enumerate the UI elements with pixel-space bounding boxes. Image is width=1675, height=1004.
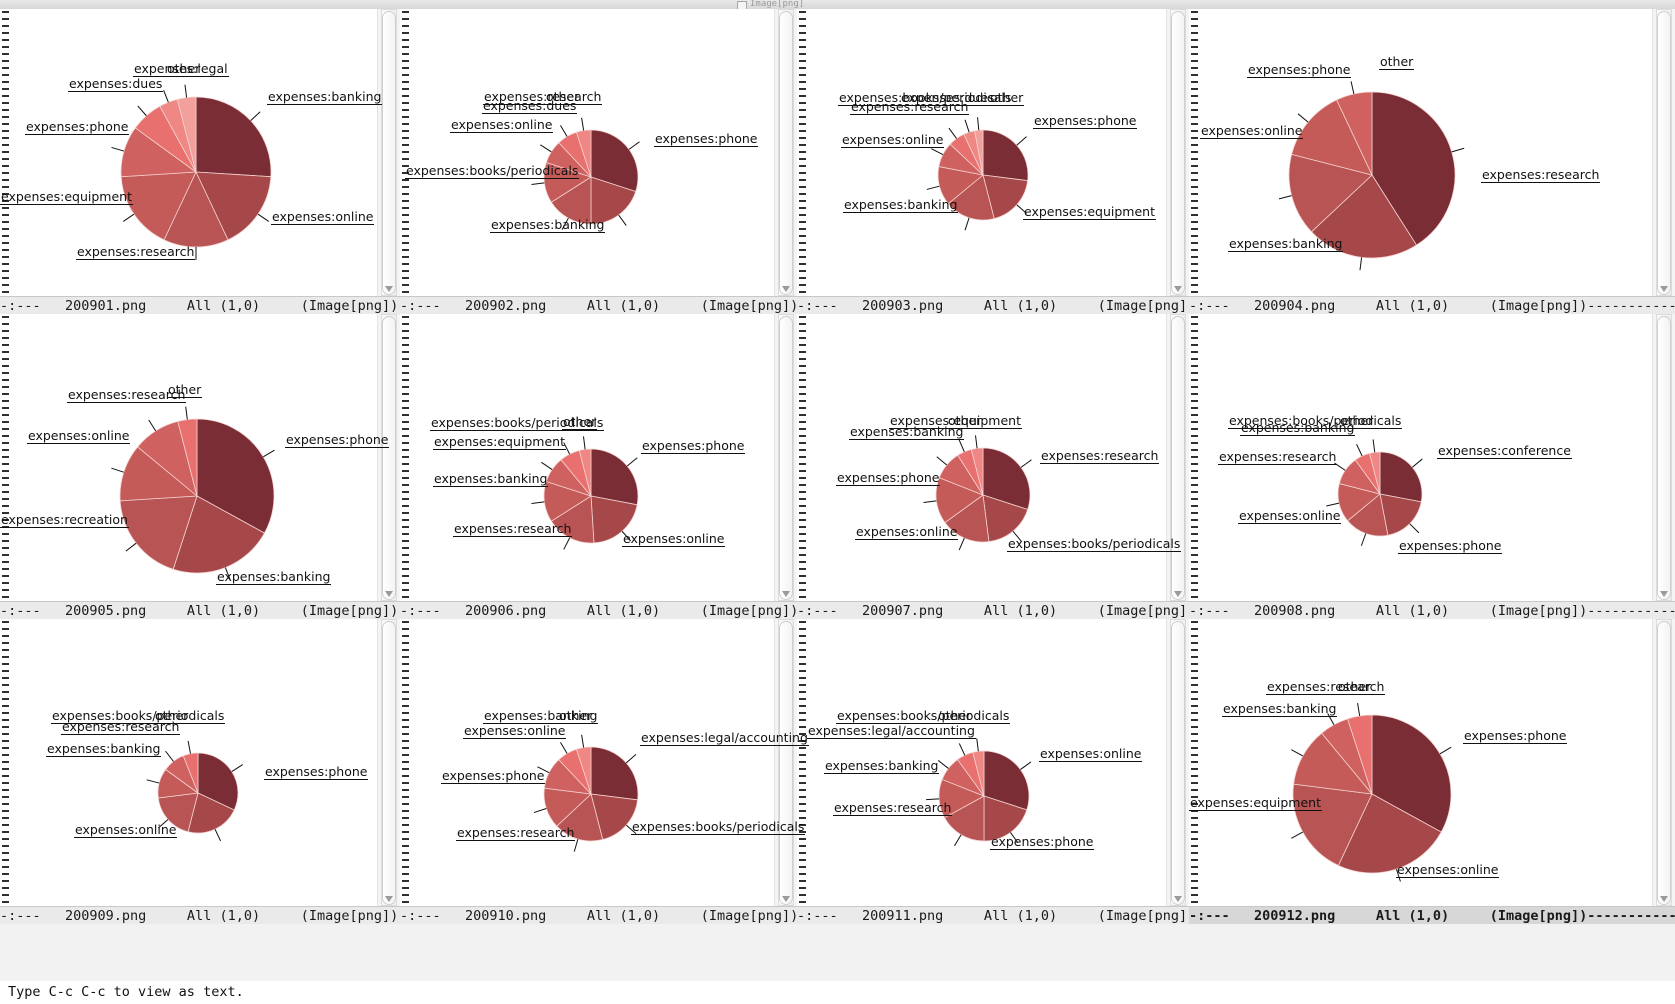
scroll-down-arrow-icon[interactable] [385,896,393,902]
vertical-scrollbar[interactable] [1652,314,1675,601]
modeline-200910[interactable]: -:--- 200910.png All (1,0) (Image[png])-… [400,906,797,924]
fringe-indicator [0,619,11,906]
image-canvas [808,619,1167,906]
scroll-down-arrow-icon[interactable] [1174,286,1182,292]
scrollbar-thumb[interactable] [1171,11,1185,295]
modeline-200912[interactable]: -:--- 200912.png All (1,0) (Image[png])-… [1189,906,1675,924]
modeline-200903[interactable]: -:--- 200903.png All (1,0) (Image[png])-… [797,296,1189,314]
scrollbar-thumb[interactable] [1171,621,1185,905]
fringe-indicator [1189,9,1200,296]
modeline-200911[interactable]: -:--- 200911.png All (1,0) (Image[png])-… [797,906,1189,924]
emacs-window-200908[interactable]: -:--- 200908.png All (1,0) (Image[png])-… [1189,314,1675,619]
image-canvas [11,314,378,601]
modeline-200905[interactable]: -:--- 200905.png All (1,0) (Image[png])-… [0,601,400,619]
image-canvas [411,619,775,906]
image-canvas [11,9,378,296]
window-row: -:--- 200901.png All (1,0) (Image[png]) -… [0,9,1675,314]
scrollbar-thumb[interactable] [382,316,396,600]
image-canvas [808,9,1167,296]
image-canvas [11,619,378,906]
emacs-window-200909[interactable]: -:--- 200909.png All (1,0) (Image[png])-… [0,619,400,924]
image-canvas [1200,9,1653,296]
fringe-indicator [797,9,808,296]
fringe-indicator [1189,619,1200,906]
window-row: -:--- 200905.png All (1,0) (Image[png]) -… [0,314,1675,619]
modeline-200904[interactable]: -:--- 200904.png All (1,0) (Image[png])-… [1189,296,1675,314]
scrollbar-thumb[interactable] [1657,316,1671,600]
modeline-200907[interactable]: -:--- 200907.png All (1,0) (Image[png])-… [797,601,1189,619]
modeline-200902[interactable]: -:--- 200902.png All (1,0) (Image[png])-… [400,296,797,314]
scroll-down-arrow-icon[interactable] [782,896,790,902]
scroll-down-arrow-icon[interactable] [1174,591,1182,597]
scrollbar-thumb[interactable] [382,11,396,295]
fringe-indicator [400,9,411,296]
image-canvas [1200,314,1653,601]
scrollbar-thumb[interactable] [1657,621,1671,905]
fringe-indicator [1189,314,1200,601]
scrollbar-thumb[interactable] [779,11,793,295]
minibuffer[interactable]: Type C-c C-c to view as text. [0,981,1675,1004]
vertical-scrollbar[interactable] [774,314,797,601]
image-canvas [411,314,775,601]
scroll-down-arrow-icon[interactable] [1660,591,1668,597]
vertical-scrollbar[interactable] [1166,314,1189,601]
vertical-scrollbar[interactable] [1166,9,1189,296]
scrollbar-thumb[interactable] [779,316,793,600]
emacs-window-200907[interactable]: -:--- 200907.png All (1,0) (Image[png])-… [797,314,1189,619]
image-canvas [411,9,775,296]
fringe-indicator [400,314,411,601]
image-canvas [808,314,1167,601]
emacs-window-200902[interactable]: -:--- 200902.png All (1,0) (Image[png])-… [400,9,797,314]
vertical-scrollbar[interactable] [377,314,400,601]
emacs-window-200904[interactable]: -:--- 200904.png All (1,0) (Image[png])-… [1189,9,1675,314]
modeline-200906[interactable]: -:--- 200906.png All (1,0) (Image[png])-… [400,601,797,619]
emacs-window-200912[interactable]: -:--- 200912.png All (1,0) (Image[png])-… [1189,619,1675,924]
fringe-indicator [797,619,808,906]
scroll-down-arrow-icon[interactable] [385,286,393,292]
scroll-down-arrow-icon[interactable] [782,286,790,292]
scrollbar-thumb[interactable] [382,621,396,905]
emacs-window-200911[interactable]: -:--- 200911.png All (1,0) (Image[png])-… [797,619,1189,924]
fringe-indicator [797,314,808,601]
fringe-indicator [0,9,11,296]
window-row: -:--- 200909.png All (1,0) (Image[png]) -… [0,619,1675,924]
vertical-scrollbar[interactable] [377,619,400,906]
vertical-scrollbar[interactable] [774,619,797,906]
scroll-down-arrow-icon[interactable] [385,591,393,597]
scroll-down-arrow-icon[interactable] [1660,286,1668,292]
fringe-indicator [0,314,11,601]
vertical-scrollbar[interactable] [774,9,797,296]
toolbar-label: Image[png] [750,0,805,9]
image-canvas [1200,619,1653,906]
scrollbar-thumb[interactable] [779,621,793,905]
scroll-down-arrow-icon[interactable] [1660,896,1668,902]
scrollbar-thumb[interactable] [1171,316,1185,600]
emacs-window-200901[interactable]: -:--- 200901.png All (1,0) (Image[png])-… [0,9,400,314]
scroll-down-arrow-icon[interactable] [1174,896,1182,902]
emacs-window-200905[interactable]: -:--- 200905.png All (1,0) (Image[png])-… [0,314,400,619]
emacs-window-200903[interactable]: -:--- 200903.png All (1,0) (Image[png])-… [797,9,1189,314]
modeline-200909[interactable]: -:--- 200909.png All (1,0) (Image[png])-… [0,906,400,924]
vertical-scrollbar[interactable] [1652,619,1675,906]
emacs-window-200910[interactable]: -:--- 200910.png All (1,0) (Image[png])-… [400,619,797,924]
emacs-window-200906[interactable]: -:--- 200906.png All (1,0) (Image[png])-… [400,314,797,619]
vertical-scrollbar[interactable] [377,9,400,296]
modeline-200908[interactable]: -:--- 200908.png All (1,0) (Image[png])-… [1189,601,1675,619]
scrollbar-thumb[interactable] [1657,11,1671,295]
vertical-scrollbar[interactable] [1652,9,1675,296]
vertical-scrollbar[interactable] [1166,619,1189,906]
modeline-200901[interactable]: -:--- 200901.png All (1,0) (Image[png])-… [0,296,400,314]
scroll-down-arrow-icon[interactable] [782,591,790,597]
window-grid: -:--- 200901.png All (1,0) (Image[png]) -… [0,9,1675,981]
fringe-indicator [400,619,411,906]
